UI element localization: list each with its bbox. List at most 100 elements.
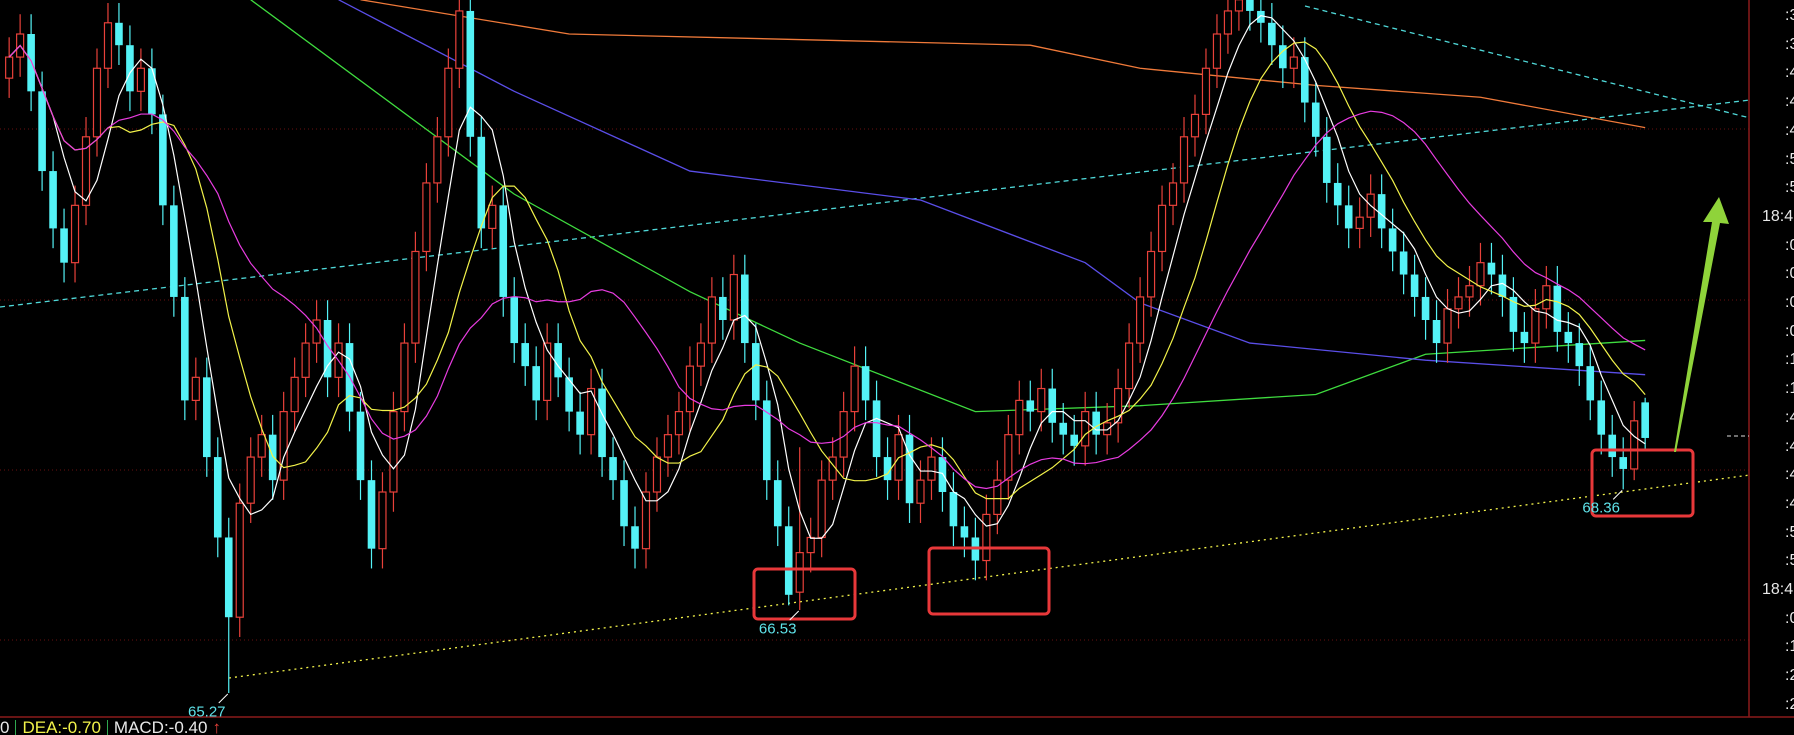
candle-body (982, 513, 991, 562)
low-price-label: 66.53 (758, 620, 797, 638)
axis-tick-label: :5 (1785, 552, 1794, 570)
candle-body (246, 456, 255, 504)
candle-body (170, 205, 178, 297)
trendlines (0, 5, 1751, 679)
candle-body (1399, 251, 1408, 275)
candle-body (400, 342, 409, 413)
candle-body (1026, 400, 1035, 412)
candle-body (367, 480, 376, 549)
candle-body (1509, 296, 1518, 332)
candle-body (70, 204, 80, 264)
candle-body (1377, 194, 1386, 229)
candle-body (191, 376, 200, 402)
axis-tick-label: :0 (1785, 294, 1794, 311)
candle-body (641, 491, 651, 550)
candle-body (905, 434, 914, 504)
axis-tick-label: :5 (1785, 150, 1794, 168)
axis-tick-label: :5 (1785, 179, 1794, 197)
axis-tick-label: :4 (1785, 466, 1794, 484)
axis-tick-label: :2 (1785, 695, 1794, 713)
candle-body (312, 319, 321, 344)
candle-body (1355, 216, 1364, 230)
candle-body (81, 136, 91, 206)
highlight-box (927, 546, 1051, 616)
candle-body (960, 526, 969, 538)
candle-body (1125, 342, 1134, 390)
axis-tick-label: :4 (1785, 121, 1794, 139)
separator (15, 720, 17, 735)
candle-body (378, 491, 387, 550)
candles (5, 0, 1649, 693)
candle-body (1037, 387, 1046, 413)
candle-body (751, 343, 760, 401)
candle-body (861, 366, 870, 401)
candle-body (1168, 182, 1178, 206)
candle-body (148, 68, 156, 115)
candle-body (993, 479, 1002, 516)
candle-body (1135, 296, 1145, 344)
candle-body (565, 377, 573, 412)
axis-tick-label: :0 (1785, 609, 1794, 627)
candle-body (1289, 56, 1298, 69)
candle-body (1015, 399, 1024, 436)
candle-body (1322, 136, 1331, 183)
candle-body (1223, 10, 1233, 35)
candle-body (543, 342, 552, 402)
candle-body (1564, 331, 1573, 344)
candle-body (1586, 366, 1595, 401)
indicator-prefix: 0 (0, 719, 10, 735)
rising-channel-line (0, 99, 1751, 308)
candle-body (685, 365, 695, 413)
candle-body (257, 434, 266, 458)
candle-body (202, 377, 211, 458)
candle-body (1300, 57, 1309, 103)
candle-body (719, 296, 727, 321)
candle-body (795, 552, 804, 593)
axis-tick-label: :0 (1785, 265, 1794, 283)
candle-body (1311, 102, 1320, 137)
axis-tick-label: :4 (1785, 93, 1794, 111)
axis-tick-label: :3 (1785, 35, 1794, 53)
candle-body (532, 366, 540, 401)
candle-body (872, 400, 881, 458)
axis-tick-label: :1 (1785, 380, 1794, 398)
candle-body (817, 479, 826, 539)
candle-body (389, 411, 398, 493)
candle-body (103, 22, 113, 69)
candle-body (1201, 67, 1211, 115)
candle-body (1476, 262, 1485, 287)
candle-body (1542, 285, 1551, 310)
candle-body (707, 296, 716, 344)
candle-body (554, 343, 562, 378)
candle-body (1520, 331, 1529, 344)
candle-body (5, 56, 14, 79)
macd-value: MACD:-0.40 (113, 719, 208, 735)
candle-body (477, 136, 486, 229)
candle-body (213, 457, 222, 538)
falling-trendline (1304, 5, 1751, 119)
annotation-marks (218, 197, 1729, 704)
green-up-arrow-icon (1674, 197, 1729, 452)
ma10-line (8, 41, 1646, 500)
candle-body (1146, 250, 1156, 298)
low-pointer-arrow-icon (789, 610, 800, 621)
candle-body (60, 228, 68, 263)
candle-body (1048, 388, 1057, 423)
candle-body (268, 434, 277, 481)
candle-body (1081, 411, 1090, 447)
candle-body (1333, 182, 1342, 206)
candle-body (784, 526, 793, 595)
candle-body (301, 342, 310, 378)
candle-body (92, 67, 102, 138)
candle-body (1575, 343, 1584, 367)
support-trendline (228, 474, 1751, 679)
candle-body (609, 457, 617, 481)
candle-body (136, 67, 146, 92)
candle-body (1092, 411, 1100, 435)
ma20-line (8, 44, 1646, 490)
candle-body (181, 296, 189, 401)
candle-body (598, 388, 606, 458)
candle-body (1641, 402, 1649, 438)
candle-body (927, 456, 936, 481)
